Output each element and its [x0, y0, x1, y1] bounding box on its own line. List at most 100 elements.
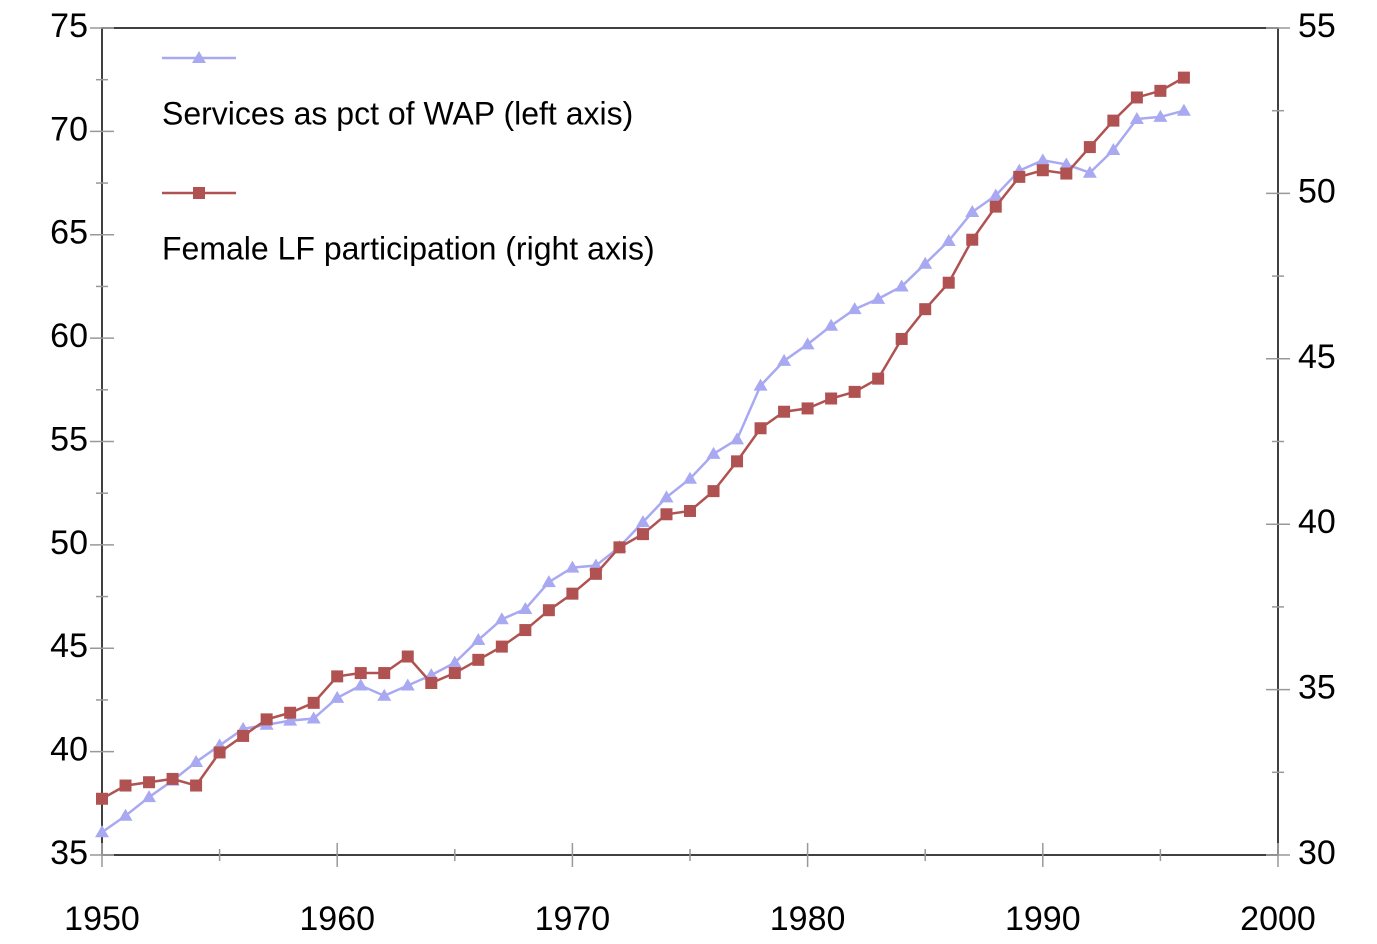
- marker: [730, 432, 745, 445]
- marker: [778, 405, 791, 418]
- marker: [707, 485, 720, 498]
- marker: [143, 776, 156, 789]
- marker: [801, 402, 814, 415]
- marker: [706, 446, 721, 459]
- marker: [1035, 153, 1050, 166]
- marker: [1036, 164, 1049, 177]
- x-tick-label: 1960: [299, 900, 375, 938]
- marker: [541, 575, 556, 588]
- marker: [1129, 111, 1144, 124]
- y-tick-label: 65: [50, 214, 88, 252]
- marker: [919, 303, 932, 316]
- y2-tick-label: 30: [1298, 834, 1336, 872]
- y-tick-label: 75: [50, 7, 88, 45]
- y-tick-label: 40: [50, 731, 88, 769]
- marker: [401, 650, 414, 663]
- marker: [425, 676, 438, 689]
- marker: [307, 696, 320, 709]
- plot-frame: [101, 27, 1279, 856]
- y2-tick-label: 45: [1298, 338, 1336, 376]
- marker: [192, 51, 206, 63]
- marker: [96, 792, 108, 805]
- marker: [1177, 71, 1190, 84]
- y2-tick-label: 55: [1298, 7, 1336, 45]
- marker: [684, 504, 696, 517]
- y-tick-label: 35: [50, 834, 88, 872]
- marker: [237, 729, 250, 742]
- x-tick-label: 1950: [64, 900, 140, 938]
- series-line: [101, 76, 1185, 800]
- marker: [588, 558, 603, 571]
- marker: [824, 318, 839, 331]
- y2-tick-label: 35: [1298, 669, 1336, 707]
- marker: [542, 604, 555, 617]
- y-tick-label: 50: [50, 524, 88, 562]
- marker: [636, 528, 649, 541]
- y-tick-label: 60: [50, 317, 88, 355]
- marker: [683, 471, 697, 484]
- marker: [1083, 141, 1096, 154]
- marker: [447, 655, 462, 668]
- marker: [1153, 109, 1168, 122]
- marker: [918, 256, 933, 269]
- marker: [519, 624, 532, 637]
- marker: [847, 302, 862, 315]
- y-tick-label: 45: [50, 627, 88, 665]
- marker: [260, 713, 273, 726]
- y2-tick-label: 50: [1298, 172, 1336, 210]
- marker: [472, 653, 485, 666]
- x-tick-label: 1990: [1005, 900, 1081, 938]
- marker: [894, 279, 909, 292]
- marker: [1107, 114, 1120, 127]
- marker: [1082, 165, 1097, 178]
- marker: [1013, 170, 1026, 183]
- marker: [777, 353, 792, 366]
- marker: [895, 332, 908, 345]
- marker: [283, 713, 298, 726]
- marker: [989, 200, 1002, 213]
- marker: [825, 392, 838, 405]
- marker: [331, 670, 344, 683]
- marker: [193, 187, 205, 199]
- marker: [494, 612, 509, 625]
- marker: [941, 233, 956, 246]
- marker: [142, 790, 157, 803]
- marker: [942, 276, 955, 289]
- marker: [118, 808, 133, 821]
- marker: [213, 746, 226, 759]
- marker: [330, 690, 345, 703]
- marker: [353, 678, 368, 691]
- marker: [190, 779, 203, 792]
- marker: [589, 567, 602, 580]
- marker: [119, 779, 132, 792]
- marker: [731, 455, 744, 468]
- marker: [565, 560, 580, 573]
- marker: [848, 385, 861, 398]
- marker: [635, 515, 650, 528]
- marker: [1106, 142, 1121, 155]
- marker: [966, 233, 979, 246]
- marker: [448, 667, 461, 680]
- marker: [753, 378, 768, 391]
- marker: [660, 508, 673, 521]
- marker: [1060, 167, 1073, 180]
- x-tick-label: 1970: [535, 900, 611, 938]
- marker: [659, 490, 674, 503]
- marker: [306, 711, 321, 724]
- marker: [495, 640, 508, 653]
- marker: [284, 706, 297, 719]
- y2-tick-label: 40: [1298, 503, 1336, 541]
- marker: [518, 601, 533, 614]
- marker: [1176, 103, 1191, 116]
- marker: [166, 772, 179, 785]
- marker: [613, 541, 626, 554]
- marker: [400, 678, 415, 691]
- marker: [872, 372, 885, 385]
- legend-label: Female LF participation (right axis): [162, 230, 655, 266]
- marker: [1154, 84, 1167, 97]
- marker: [377, 688, 392, 701]
- x-tick-label: 2000: [1240, 900, 1316, 938]
- marker: [800, 337, 815, 350]
- marker: [354, 667, 367, 680]
- legend-label: Services as pct of WAP (left axis): [162, 95, 633, 131]
